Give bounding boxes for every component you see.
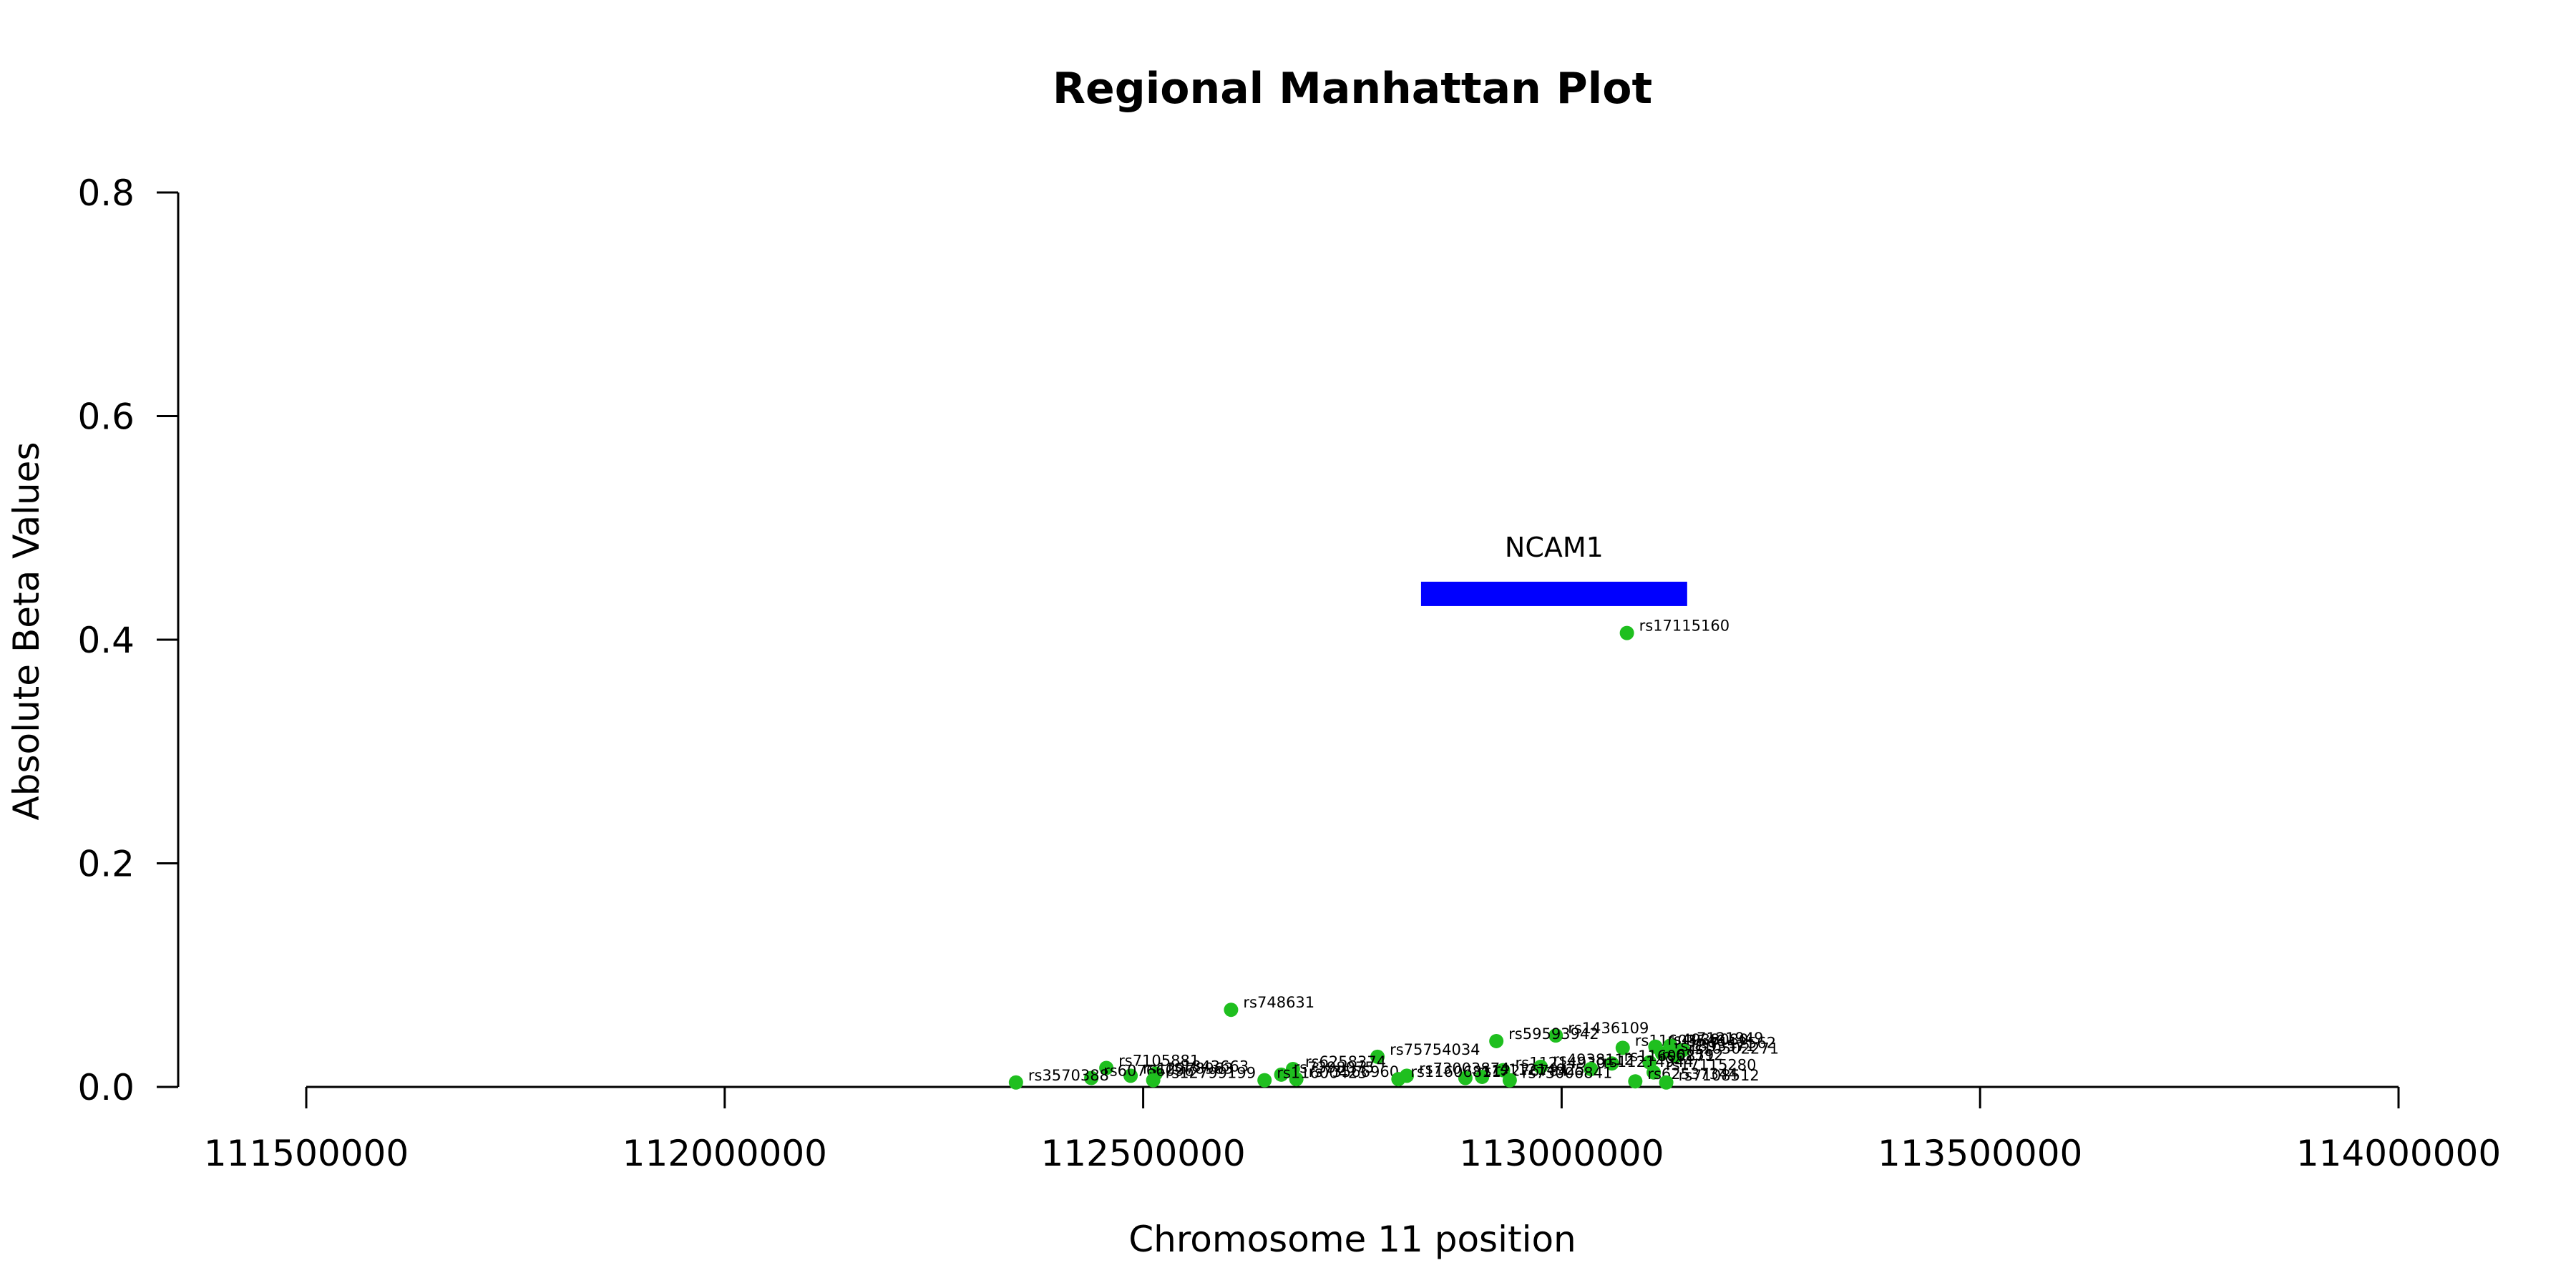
snp-point (1502, 1073, 1517, 1088)
snp-point (1391, 1072, 1406, 1087)
snp-label: rs1843663 (1168, 1058, 1249, 1075)
snp-label: rs17115160 (1639, 618, 1729, 635)
snp-point (1646, 1065, 1662, 1080)
snp-point (1654, 1046, 1669, 1061)
x-tick-label: 111500000 (204, 1133, 409, 1174)
snp-point (1548, 1028, 1563, 1043)
snp-point (1659, 1075, 1674, 1090)
snp-point (1084, 1070, 1099, 1085)
snp-label: rs73566960 (1309, 1063, 1399, 1080)
snp-point (1475, 1069, 1490, 1084)
snp-label: rs11600871 (1624, 1048, 1714, 1065)
snp-label: rs59593942 (1508, 1025, 1599, 1043)
x-tick-label: 113500000 (1878, 1133, 2082, 1174)
snp-label: rs75754034 (1390, 1041, 1480, 1058)
y-tick-label: 0.2 (77, 844, 135, 885)
x-tick-label: 113000000 (1459, 1133, 1664, 1174)
x-tick-label: 112500000 (1040, 1133, 1245, 1174)
snp-point (1615, 1040, 1630, 1055)
x-tick-label: 114000000 (2296, 1133, 2501, 1174)
snp-point (1289, 1072, 1304, 1087)
snp-label: rs11606811 (1410, 1063, 1501, 1080)
y-tick-label: 0.8 (77, 172, 135, 214)
snp-label: rs12276784 (1478, 1063, 1568, 1080)
snp-label: rs7108512 (1679, 1067, 1760, 1084)
snp-label: rs62592 (1662, 1047, 1723, 1064)
x-axis-label: Chromosome 11 position (1128, 1219, 1576, 1260)
snp-point (1224, 1002, 1239, 1018)
y-axis-ticks: 0.0 0.2 0.4 0.6 0.8 (77, 172, 178, 1108)
snp-label: rs73006841 (1522, 1065, 1612, 1082)
snp-label: rs7112562 (1695, 1034, 1776, 1051)
snp-label: rs1893571 (1674, 1038, 1755, 1055)
snp-label: rs7105881 (1118, 1052, 1199, 1069)
snp-point (1123, 1068, 1138, 1083)
snp-label: rs10502271 (1689, 1040, 1779, 1057)
y-axis-label: Absolute Beta Values (6, 442, 47, 821)
snp-label: rs11214944 (1603, 1053, 1693, 1070)
gene-track: NCAM1 (1420, 532, 1687, 606)
snp-label: rs12799199 (1166, 1065, 1256, 1082)
chart-title: Regional Manhattan Plot (1053, 64, 1652, 114)
snp-label: rs12278963 (1143, 1060, 1233, 1077)
snp-label: rs6258374 (1305, 1053, 1386, 1070)
snp-label: rs7121949 (1682, 1030, 1763, 1047)
gene-bar (1420, 581, 1687, 606)
snp-point (1604, 1056, 1619, 1071)
gene-label: NCAM1 (1505, 532, 1604, 563)
snp-label: rs7398075 (1294, 1059, 1375, 1076)
x-tick-label: 112000000 (623, 1133, 827, 1174)
snp-label: rs1436109 (1568, 1020, 1649, 1037)
snp-point (1370, 1049, 1385, 1064)
snp-label: rs3570388 (1028, 1067, 1109, 1084)
x-axis-ticks: 111500000 112000000 112500000 113000000 1135… (204, 1087, 2501, 1174)
snp-point (1489, 1033, 1504, 1048)
snp-point (1669, 1048, 1684, 1063)
snp-point (1274, 1067, 1289, 1082)
snp-point (1628, 1074, 1643, 1089)
snp-label: rs17115280 (1666, 1057, 1756, 1074)
y-tick-label: 0.6 (77, 396, 135, 438)
snp-label: rs748631 (1243, 994, 1314, 1011)
y-tick-label: 0.0 (77, 1067, 135, 1108)
snp-point (1533, 1059, 1548, 1074)
snp-label: rs11600423 (1277, 1065, 1367, 1082)
snp-point (1496, 1063, 1511, 1078)
snp-point (1099, 1060, 1114, 1075)
snp-point (1008, 1075, 1023, 1090)
snp-point (1257, 1073, 1272, 1088)
y-tick-label: 0.4 (77, 620, 135, 661)
snp-point (1584, 1062, 1599, 1076)
snp-point (1146, 1073, 1161, 1088)
snp-point (1619, 625, 1634, 640)
snp-point (1458, 1070, 1473, 1085)
